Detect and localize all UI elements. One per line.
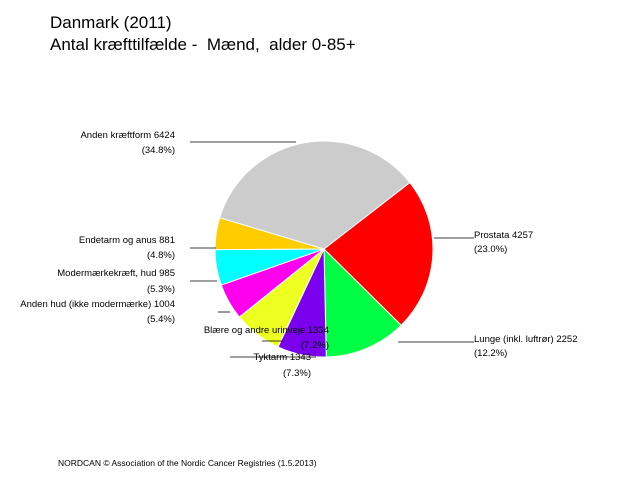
slice-label: Blære og andre urinveje 1334 [204, 325, 329, 336]
slice-label: Endetarm og anus 881 [79, 235, 175, 246]
slice-label: Prostata 4257 [474, 230, 533, 241]
slice-label: Anden kræftform 6424 [80, 130, 175, 141]
slice-label: Tyktarm 1343 [253, 352, 311, 363]
slice-percent: (5.3%) [147, 284, 175, 295]
chart-title: Danmark (2011) [50, 13, 172, 32]
slice-percent: (7.3%) [283, 368, 311, 379]
slice-percent: (23.0%) [474, 244, 507, 255]
slice-percent: (34.8%) [142, 145, 175, 156]
slice-percent: (7.2%) [301, 340, 329, 351]
chart-subtitle: Antal kræfttilfælde - Mænd, alder 0-85+ [50, 35, 356, 54]
slice-percent: (4.8%) [147, 250, 175, 261]
slice-percent: (12.2%) [474, 348, 507, 359]
slice-label: Anden hud (ikke modermærke) 1004 [20, 299, 175, 310]
slice-label: Lunge (inkl. luftrør) 2252 [474, 334, 578, 345]
slice-label: Modermærkekræft, hud 985 [57, 268, 175, 279]
source-footer: NORDCAN © Association of the Nordic Canc… [58, 458, 317, 468]
slice-percent: (5.4%) [147, 314, 175, 325]
title-block: Danmark (2011) Antal kræfttilfælde - Mæn… [50, 12, 356, 56]
pie-slice [323, 181, 434, 326]
pie-slice [219, 140, 411, 250]
pie-slice [323, 247, 402, 358]
